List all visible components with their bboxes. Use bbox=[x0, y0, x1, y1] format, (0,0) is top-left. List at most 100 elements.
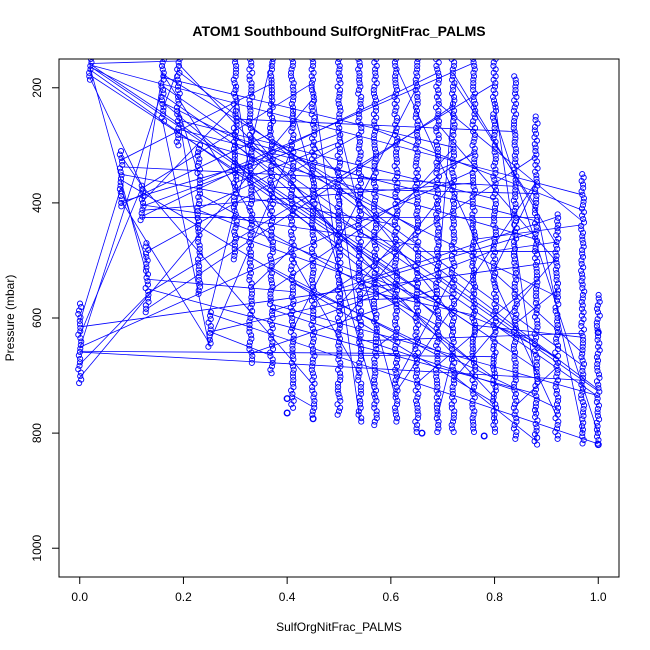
data-point bbox=[393, 304, 400, 311]
data-point bbox=[310, 238, 317, 246]
data-point bbox=[579, 181, 587, 188]
data-point bbox=[334, 180, 341, 187]
data-point bbox=[510, 252, 517, 259]
data-point bbox=[579, 343, 586, 350]
data-point bbox=[554, 218, 561, 225]
data-point bbox=[358, 390, 365, 398]
data-point bbox=[414, 100, 421, 107]
data-point bbox=[290, 97, 297, 104]
data-point bbox=[449, 287, 456, 294]
data-point bbox=[230, 138, 238, 145]
series-connector bbox=[494, 272, 583, 354]
data-point bbox=[533, 282, 540, 289]
data-point bbox=[335, 128, 342, 135]
data-point bbox=[490, 252, 497, 259]
data-point bbox=[357, 332, 364, 339]
data-point bbox=[450, 183, 457, 190]
data-point bbox=[372, 149, 379, 156]
data-point bbox=[289, 104, 296, 111]
data-point bbox=[357, 342, 364, 349]
data-point bbox=[491, 125, 498, 132]
data-point bbox=[578, 188, 585, 195]
data-point bbox=[532, 403, 539, 410]
data-point bbox=[290, 166, 297, 173]
data-point bbox=[450, 159, 457, 166]
data-point bbox=[393, 214, 400, 221]
data-point bbox=[287, 304, 294, 311]
data-point bbox=[553, 276, 560, 284]
data-point bbox=[269, 304, 276, 311]
data-point bbox=[309, 173, 316, 180]
series-connector bbox=[120, 200, 210, 344]
data-point bbox=[533, 241, 540, 248]
data-point bbox=[247, 166, 254, 173]
data-point bbox=[370, 377, 378, 384]
data-point bbox=[194, 221, 201, 228]
data-point bbox=[372, 97, 379, 104]
data-point bbox=[433, 301, 440, 308]
data-point bbox=[492, 256, 499, 263]
data-point bbox=[471, 232, 478, 239]
data-point bbox=[247, 242, 255, 249]
data-point bbox=[594, 433, 601, 440]
data-point bbox=[554, 397, 562, 404]
data-point bbox=[533, 172, 540, 179]
data-point bbox=[449, 83, 456, 90]
data-point bbox=[309, 107, 316, 114]
data-point bbox=[491, 145, 498, 152]
data-point bbox=[232, 87, 239, 94]
data-point bbox=[554, 366, 561, 373]
data-point bbox=[579, 274, 586, 281]
data-point bbox=[413, 294, 420, 301]
data-point bbox=[372, 73, 379, 80]
data-point bbox=[248, 294, 255, 301]
data-point bbox=[472, 321, 479, 328]
data-point bbox=[434, 235, 441, 242]
data-point bbox=[289, 200, 296, 208]
data-point bbox=[336, 283, 343, 290]
data-point bbox=[553, 380, 560, 387]
data-point bbox=[206, 329, 214, 337]
data-point bbox=[247, 100, 254, 107]
data-point bbox=[492, 283, 499, 290]
data-point bbox=[471, 187, 478, 194]
data-point bbox=[491, 428, 499, 436]
data-point bbox=[232, 69, 239, 76]
data-point bbox=[435, 242, 442, 249]
data-point bbox=[470, 73, 478, 80]
data-point bbox=[372, 370, 379, 377]
data-point bbox=[433, 266, 441, 273]
x-tick-label: 1.0 bbox=[590, 590, 607, 604]
data-point bbox=[579, 350, 586, 357]
data-point bbox=[355, 87, 362, 94]
data-point bbox=[492, 328, 499, 335]
data-point bbox=[491, 238, 498, 246]
data-point bbox=[394, 325, 401, 332]
data-point bbox=[392, 238, 399, 246]
data-point bbox=[268, 270, 275, 277]
data-point bbox=[310, 197, 317, 204]
data-point bbox=[358, 380, 365, 387]
data-point bbox=[337, 290, 344, 297]
series-connector bbox=[121, 83, 272, 161]
data-point bbox=[357, 152, 364, 159]
data-point bbox=[414, 297, 421, 304]
data-point bbox=[534, 355, 541, 362]
data-point bbox=[413, 283, 420, 290]
data-point bbox=[511, 152, 518, 159]
data-point bbox=[357, 328, 364, 335]
data-point bbox=[513, 214, 520, 221]
data-point bbox=[246, 118, 253, 125]
data-point bbox=[231, 249, 239, 256]
data-point bbox=[195, 228, 202, 235]
data-point bbox=[532, 113, 539, 120]
data-point bbox=[248, 349, 255, 356]
data-point bbox=[392, 321, 399, 328]
data-point bbox=[432, 304, 440, 311]
data-point bbox=[232, 183, 239, 190]
data-point bbox=[435, 422, 442, 429]
data-point bbox=[246, 163, 253, 170]
data-point bbox=[594, 336, 601, 343]
data-point bbox=[371, 373, 378, 380]
data-point bbox=[358, 93, 365, 101]
